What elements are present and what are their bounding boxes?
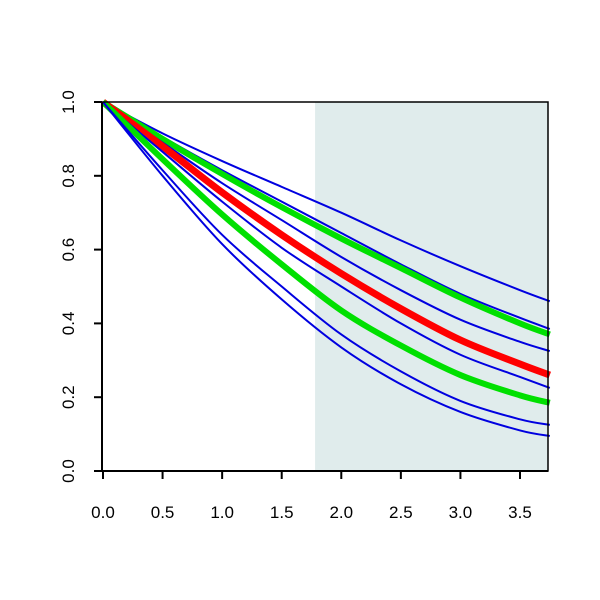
y-tick-label: 0.2 — [59, 385, 78, 409]
series-line-1 — [102, 101, 551, 303]
series-line-3 — [101, 99, 551, 338]
series-line-7 — [100, 99, 551, 406]
x-tick-label: 1.5 — [270, 503, 294, 522]
series-line-4 — [102, 101, 551, 353]
x-tick-label: 3.0 — [449, 503, 473, 522]
x-tick-label: 1.0 — [210, 503, 234, 522]
x-tick-label: 3.5 — [508, 503, 532, 522]
x-tick-label: 2.0 — [329, 503, 353, 522]
y-tick-label: 0.6 — [59, 238, 78, 262]
x-tick-label: 2.5 — [389, 503, 413, 522]
series-line-8 — [102, 101, 550, 426]
series-line-6 — [102, 101, 551, 389]
x-axis-ticks: 0.0 0.5 1.0 1.5 2.0 2.5 3.0 3.5 — [91, 471, 532, 522]
x-tick-label: 0.0 — [91, 503, 115, 522]
series-line-9 — [102, 101, 550, 437]
y-tick-label: 0.8 — [59, 164, 78, 188]
series-line-5 — [100, 99, 552, 379]
y-tick-label: 0.0 — [59, 459, 78, 483]
y-tick-label: 0.4 — [59, 312, 78, 336]
x-tick-label: 0.5 — [151, 503, 175, 522]
series-layer — [100, 99, 552, 437]
y-tick-label: 1.0 — [59, 90, 78, 114]
y-axis-ticks: 0.0 0.2 0.4 0.6 0.8 1.0 — [59, 90, 102, 483]
